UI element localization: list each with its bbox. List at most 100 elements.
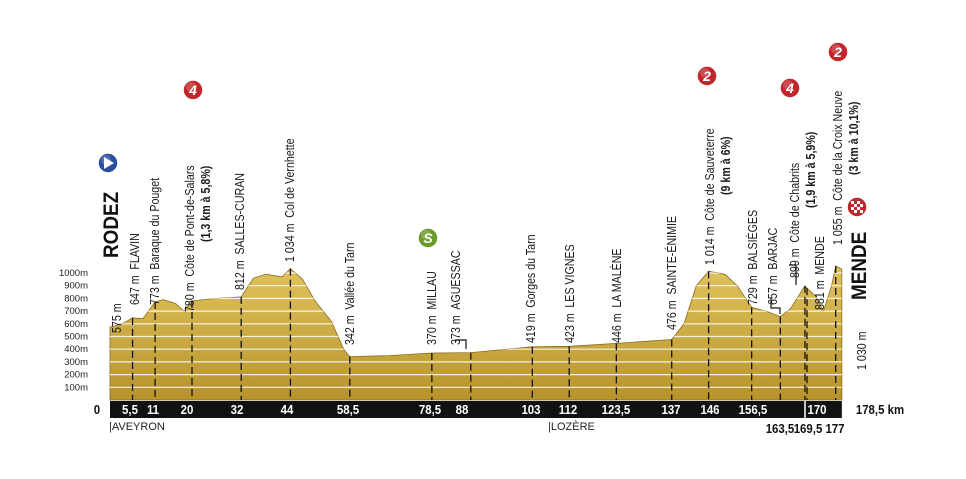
km-tick-label: 178,5 km: [856, 402, 904, 417]
waypoint-altitude: 370 m: [424, 315, 439, 345]
play-icon: [97, 152, 119, 174]
waypoint-label: 1 034 m Col de Vernhette: [282, 138, 297, 262]
waypoint-altitude: 780 m: [182, 282, 197, 312]
waypoint-label: 773 m Baraque du Pouget: [147, 177, 162, 305]
waypoint-altitude: 1 014 m: [702, 226, 717, 265]
waypoint-name: BALSIÈGES: [744, 210, 760, 270]
waypoint-altitude: 446 m: [609, 313, 624, 343]
waypoint-label: 899 m Côte de Chabrits: [787, 163, 802, 278]
waypoint-name: FLAVIN: [127, 233, 142, 269]
waypoint-altitude: 899 m: [787, 248, 802, 278]
waypoint-altitude: 647 m: [127, 275, 142, 305]
waypoint-label: 419 m Gorges du Tarn: [523, 234, 538, 343]
y-tick-label: 300m: [64, 357, 88, 368]
climb-details: (1,3 km à 5,8%): [198, 166, 213, 242]
elevation-profile-area: [109, 265, 843, 401]
km-tick-label-below: 163,5: [766, 421, 795, 436]
waypoint-name: AGUESSAC: [448, 250, 463, 310]
y-tick-label: 500m: [64, 332, 88, 343]
waypoint-label: 446 m LA MALÈNE: [608, 248, 624, 343]
km-tick-label: 137: [661, 402, 680, 417]
y-tick-label: 600m: [64, 319, 88, 330]
waypoint-name: Gorges du Tarn: [523, 234, 538, 307]
svg-text:4: 4: [785, 80, 794, 96]
waypoint-label: 423 m LES VIGNES: [562, 244, 577, 343]
climb-details: (3 km à 10,1%): [846, 102, 861, 175]
svg-text:S: S: [423, 230, 433, 246]
waypoint-name: SAINTE-ÉNIMIE: [663, 216, 679, 295]
waypoint-name: Côte de Pont-de-Salars: [182, 165, 197, 276]
finish-city: MENDE: [848, 232, 871, 300]
km-tick-label: 88: [456, 402, 469, 417]
waypoint-altitude: 476 m: [664, 300, 679, 330]
label-connector: [455, 339, 467, 349]
waypoint-label: 575 m: [109, 303, 124, 333]
waypoint-name: Vallée du Tarn: [342, 243, 357, 310]
y-tick-label: 200m: [64, 370, 88, 381]
waypoint-name: MENDE: [812, 236, 827, 275]
waypoint-name: LES VIGNES: [562, 244, 577, 307]
km-tick-label: 103: [521, 402, 540, 417]
waypoint-name: Côte de Sauveterre: [702, 128, 717, 221]
waypoint-altitude: 881 m: [812, 280, 827, 310]
waypoint-label: 780 m Côte de Pont-de-Salars: [182, 165, 197, 312]
waypoint-name: Côte de la Croix Neuve: [830, 90, 845, 200]
waypoint-label: 1 055 m Côte de la Croix Neuve: [830, 90, 845, 245]
climb-category-badge: 2: [827, 41, 849, 63]
waypoint-name: SALLES-CURAN: [232, 173, 247, 255]
climb-details: (9 km à 6%): [718, 136, 733, 195]
finish-altitude: 1 030 m: [854, 331, 869, 370]
region-label: |AVEYRON: [109, 421, 165, 433]
waypoint-name: Côte de Chabrits: [787, 163, 802, 243]
km-axis: 0 5,5 11 20 32 44 58,5 78,5 88 103 112 123,5 137 146 1…: [94, 401, 904, 436]
waypoint-name: LA MALÈNE: [608, 248, 624, 307]
start-city: RODEZ: [100, 192, 123, 258]
sprint-badge: S: [417, 227, 439, 249]
climb-category-badge: 2: [696, 65, 718, 87]
km-tick-label: 5,5: [122, 402, 138, 417]
km-axis-bar: [110, 401, 842, 418]
waypoint-name: Col de Vernhette: [282, 138, 297, 218]
svg-text:2: 2: [833, 44, 842, 60]
waypoint-name: Baraque du Pouget: [147, 177, 162, 269]
waypoint-label: 342 m Vallée du Tarn: [342, 243, 357, 345]
waypoint-name: BARJAC: [765, 227, 780, 269]
waypoint-altitude: 575 m: [109, 303, 124, 333]
km-tick-label-below: 177: [825, 421, 844, 436]
y-tick-label: 400m: [64, 344, 88, 355]
y-tick-label: 100m: [64, 382, 88, 393]
waypoint-label: 647 m FLAVIN: [127, 233, 142, 305]
km-tick-label: 78,5: [419, 402, 441, 417]
km-tick-label-below: 169,5: [794, 421, 823, 436]
waypoint-altitude: 342 m: [342, 315, 357, 345]
km-tick-label: 170: [807, 402, 826, 417]
waypoint-altitude: 729 m: [745, 275, 760, 305]
y-tick-label: 900m: [64, 281, 88, 292]
km-tick-label: 58,5: [337, 402, 359, 417]
label-connector: [770, 298, 781, 314]
waypoint-altitude: 657 m: [765, 275, 780, 305]
km-tick-label: 146: [700, 402, 719, 417]
svg-text:4: 4: [188, 82, 197, 98]
svg-text:2: 2: [702, 68, 711, 84]
waypoint-label: 370 m MILLAU: [424, 271, 439, 345]
y-tick-label: 1000m: [59, 268, 88, 279]
waypoint-label: 1 014 m Côte de Sauveterre: [702, 128, 717, 265]
label-connector: [789, 264, 797, 285]
region-label: |LOZÈRE: [548, 420, 595, 433]
km-tick-label: 0: [94, 402, 101, 417]
waypoint-altitude: 419 m: [523, 313, 538, 343]
waypoint-altitude: 1 034 m: [282, 223, 297, 262]
waypoint-altitude: 812 m: [232, 260, 247, 290]
climb-category-badge: 4: [182, 79, 204, 101]
km-tick-label: 123,5: [602, 402, 631, 417]
waypoint-markers: [131, 264, 837, 400]
km-tick-label: 156,5: [739, 402, 768, 417]
waypoint-altitude: 1 055 m: [830, 206, 845, 245]
badges: 4 S 2 4 2: [97, 41, 868, 249]
km-tick-label: 11: [147, 402, 159, 417]
climb-category-badge: 4: [779, 77, 801, 99]
waypoint-label: 373 m AGUESSAC: [448, 250, 463, 345]
